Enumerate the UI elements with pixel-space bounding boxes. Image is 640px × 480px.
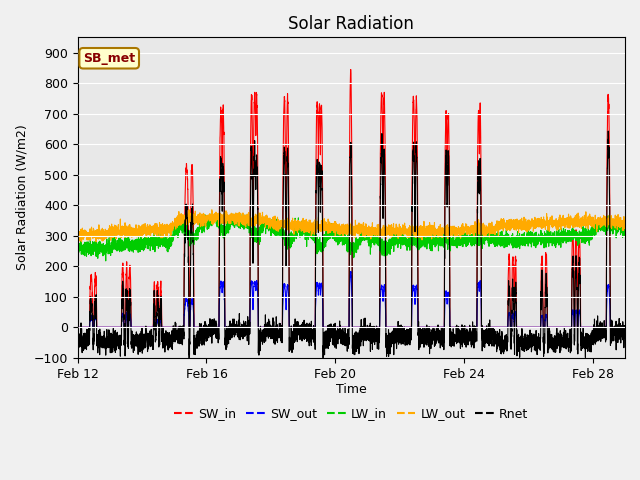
Rnet xyxy=(74,346,81,352)
SW_in xyxy=(404,324,412,330)
SW_in xyxy=(161,324,169,330)
SW_in xyxy=(124,309,131,314)
LW_out xyxy=(77,239,85,245)
LW_out xyxy=(621,221,629,227)
SW_out xyxy=(124,322,131,327)
LW_out xyxy=(186,207,193,213)
SW_out xyxy=(347,269,355,275)
Rnet xyxy=(161,349,169,355)
Line: SW_out: SW_out xyxy=(77,272,625,327)
Rnet xyxy=(410,158,418,164)
Line: Rnet: Rnet xyxy=(77,131,625,360)
LW_out xyxy=(404,226,412,231)
Rnet xyxy=(188,215,196,221)
Y-axis label: Solar Radiation (W/m2): Solar Radiation (W/m2) xyxy=(15,125,28,270)
SW_out xyxy=(161,324,169,330)
Rnet xyxy=(465,336,472,342)
Line: LW_in: LW_in xyxy=(77,215,625,261)
LW_in xyxy=(410,236,418,241)
LW_out xyxy=(124,230,131,236)
SW_in xyxy=(465,324,472,330)
LW_out xyxy=(161,225,169,230)
LW_in xyxy=(404,244,412,250)
SW_out xyxy=(410,288,418,293)
Rnet xyxy=(621,331,629,337)
LW_in xyxy=(124,240,131,246)
LW_out xyxy=(410,227,418,232)
SW_out xyxy=(465,324,472,330)
SW_in xyxy=(347,67,355,72)
Rnet xyxy=(604,128,612,134)
LW_in xyxy=(161,242,169,248)
LW_in xyxy=(621,228,629,234)
SW_out xyxy=(404,324,412,330)
Rnet xyxy=(404,339,412,345)
LW_in xyxy=(188,239,196,244)
LW_out xyxy=(465,226,473,232)
SW_out xyxy=(621,324,629,330)
LW_in xyxy=(206,212,214,217)
SW_in xyxy=(188,164,196,170)
Line: SW_in: SW_in xyxy=(77,70,625,327)
Line: LW_out: LW_out xyxy=(77,210,625,242)
SW_out xyxy=(74,324,81,330)
Legend: SW_in, SW_out, LW_in, LW_out, Rnet: SW_in, SW_out, LW_in, LW_out, Rnet xyxy=(170,403,533,425)
SW_in xyxy=(74,324,81,330)
X-axis label: Time: Time xyxy=(336,384,367,396)
Title: Solar Radiation: Solar Radiation xyxy=(289,15,414,33)
SW_out xyxy=(188,296,196,302)
SW_in xyxy=(410,108,418,114)
SW_in xyxy=(621,324,629,330)
Rnet xyxy=(124,326,131,332)
LW_in xyxy=(74,252,81,257)
LW_out xyxy=(74,229,81,235)
LW_in xyxy=(102,258,109,264)
LW_out xyxy=(188,220,196,226)
LW_in xyxy=(465,237,473,243)
Text: SB_met: SB_met xyxy=(83,52,135,65)
Rnet xyxy=(186,358,193,363)
